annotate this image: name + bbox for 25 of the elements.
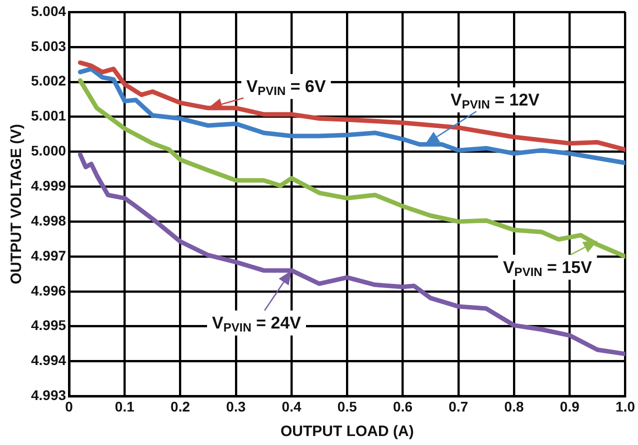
y-tick-label: 5.001: [30, 108, 66, 124]
y-tick-label: 4.999: [30, 177, 66, 194]
x-tick-label: 0.9: [560, 398, 580, 414]
x-tick-label: 0.4: [282, 398, 302, 414]
y-axis-title: OUTPUT VOLTAGE (V): [8, 124, 26, 284]
y-tick-label: 4.995: [30, 317, 66, 334]
y-tick-label: 5.000: [30, 142, 66, 159]
y-tick-label: 5.004: [30, 2, 66, 19]
x-tick-label: 0.3: [226, 398, 246, 414]
x-tick-label: 0.2: [170, 398, 190, 414]
x-tick-label: 0.7: [448, 398, 468, 414]
y-tick-label: 4.996: [30, 282, 66, 298]
y-tick-label: 4.998: [30, 212, 66, 228]
x-tick-label: 0.1: [114, 398, 135, 414]
x-tick-label: 0.6: [393, 398, 413, 414]
x-axis-title: OUTPUT LOAD (A): [280, 423, 414, 440]
y-tick-label: 4.993: [30, 387, 66, 404]
x-tick-label: 0.5: [337, 398, 358, 414]
y-tick-label: 4.994: [30, 352, 66, 368]
y-tick-label: 5.003: [30, 38, 66, 54]
y-tick-label: 4.997: [30, 247, 66, 264]
y-tick-label: 5.002: [30, 72, 66, 89]
x-tick-label: 1.0: [616, 398, 636, 414]
x-tick-label: 0: [65, 398, 74, 414]
x-tick-label: 0.8: [504, 398, 524, 414]
